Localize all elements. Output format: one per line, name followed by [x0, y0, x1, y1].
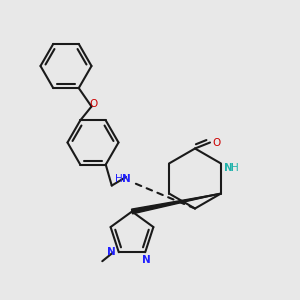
Text: O: O [212, 137, 221, 148]
Text: H: H [115, 174, 122, 184]
Text: H: H [231, 163, 239, 173]
Polygon shape [131, 194, 221, 214]
Text: N: N [224, 163, 233, 173]
Text: N: N [107, 247, 116, 257]
Text: N: N [122, 174, 131, 184]
Text: O: O [89, 99, 97, 109]
Text: N: N [142, 255, 151, 265]
